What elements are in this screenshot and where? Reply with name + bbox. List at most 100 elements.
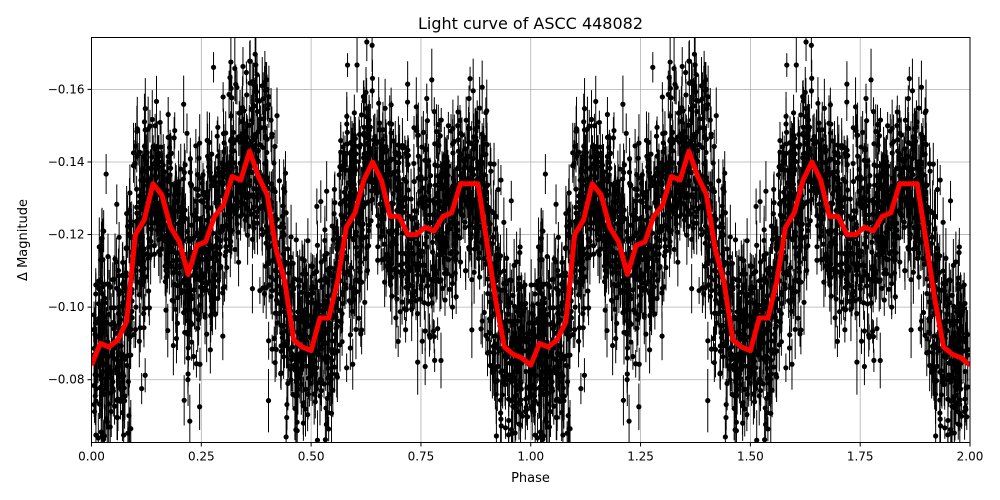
data-point [344,96,350,136]
data-point [723,378,729,431]
data-point [854,329,860,395]
data-point [359,305,365,355]
data-point [927,147,933,195]
data-point [149,90,155,149]
data-point [555,221,561,253]
data-point [868,48,874,112]
data-point [293,222,299,258]
data-point [879,277,885,300]
data-point [696,277,702,304]
data-point [803,37,809,62]
data-point [215,284,221,313]
data-point [902,96,908,144]
data-point [626,394,632,443]
data-point [821,78,827,138]
data-point [457,246,464,279]
data-point [220,312,226,361]
data-point [722,414,728,443]
data-point [197,347,203,381]
data-point [463,251,469,290]
data-point [116,221,122,253]
data-point [469,301,475,359]
data-point [744,218,750,264]
data-point [659,82,665,112]
data-point [220,82,226,112]
data-point [917,313,923,345]
data-point [620,75,626,133]
data-point [654,284,660,313]
data-point [210,52,217,83]
data-point [623,113,629,154]
data-point [578,372,584,405]
data-point [798,305,804,355]
data-point [324,161,330,222]
data-point [184,113,190,154]
data-point [575,276,582,313]
data-point [940,197,946,248]
data-point [588,90,595,149]
data-point [763,161,769,222]
data-point [484,122,490,167]
data-point [142,294,148,323]
data-point [121,413,127,443]
data-point [906,66,912,91]
data-point [783,96,789,136]
data-point [659,312,665,361]
data-point [326,416,332,442]
data-point [488,147,494,195]
data-point [808,37,814,72]
data-point [283,414,289,443]
data-point [403,317,409,343]
data-point [863,83,869,114]
data-point [926,142,933,185]
data-point [542,154,548,195]
data-point [305,218,311,264]
data-point [585,290,592,326]
data-point [842,317,848,343]
data-point [430,319,436,344]
data-point [170,315,176,376]
data-point [795,301,801,335]
data-point [139,372,145,405]
data-point [934,159,941,220]
data-point [908,301,914,359]
data-point [415,329,421,395]
data-point [284,378,290,431]
data-point [354,37,360,93]
data-point [717,356,723,390]
data-point [560,413,566,443]
data-point [463,96,469,144]
data-point [136,276,142,313]
data-point [610,315,616,376]
data-point [650,52,656,83]
data-point [596,110,602,135]
data-point [950,238,956,292]
data-point [871,348,877,372]
data-point [276,159,283,203]
data-point [172,112,178,149]
data-point [897,246,903,279]
data-point [814,245,820,275]
data-point [344,353,350,383]
data-point [422,310,428,352]
data-point [181,75,187,133]
data-point [146,290,152,326]
data-point [699,262,706,314]
data-point [405,61,411,107]
data-point [424,83,430,114]
data-point [440,277,446,300]
data-point [375,245,381,275]
data-point [495,159,501,220]
data-point [187,394,193,443]
data-point [125,367,131,396]
data-point [382,78,388,138]
data-point [344,53,351,77]
data-point [508,180,514,221]
data-point [564,367,571,396]
chart-title: Light curve of ASCC 448082 [418,14,643,33]
data-point [705,368,711,433]
data-point [364,37,370,62]
data-point [757,180,763,223]
data-point [689,264,695,314]
data-point [136,315,142,368]
